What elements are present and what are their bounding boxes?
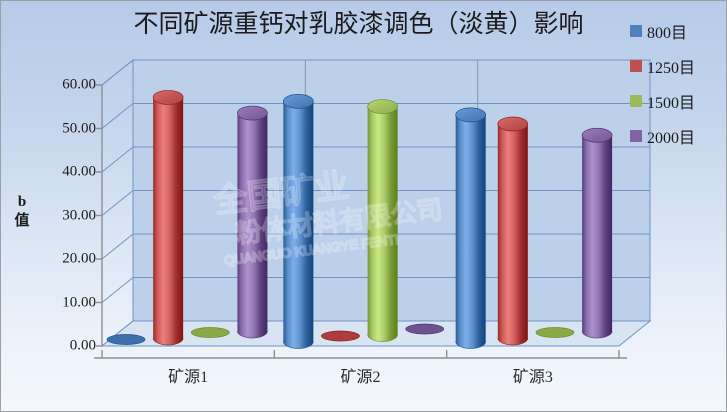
bar-bottom-arc — [581, 330, 613, 339]
bar-cylinder — [367, 99, 398, 342]
legend-item[interactable]: 800目 — [630, 13, 722, 48]
legend-label: 2000目 — [647, 129, 696, 147]
bar-bottom-arc — [455, 341, 487, 349]
side-gridline — [101, 103, 134, 129]
x-axis-labels: 矿源1 矿源2 矿源3 — [1, 363, 726, 393]
legend-item[interactable]: 2000目 — [630, 118, 722, 153]
bar-top-cap — [367, 99, 398, 114]
bar-top-cap — [497, 116, 529, 132]
bar-body — [582, 135, 613, 339]
bar-zero-disc — [106, 334, 146, 345]
bar-cylinder — [497, 116, 529, 346]
legend-item[interactable]: 1250目 — [630, 48, 722, 83]
bar-bottom-arc — [237, 330, 268, 339]
bar-top-cap — [581, 127, 613, 143]
bar-bottom-arc — [367, 334, 398, 342]
bar-top-cap — [152, 90, 184, 105]
bar-top-cap — [282, 94, 314, 109]
y-axis-title: b 值 — [9, 193, 35, 231]
legend-label: 800目 — [647, 24, 688, 42]
side-gridline — [101, 146, 134, 173]
plot-axis-lines — [94, 84, 627, 359]
legend-item[interactable]: 1500目 — [630, 83, 722, 118]
legend-swatch-icon — [630, 129, 642, 142]
legend-swatch-icon — [630, 59, 642, 72]
y-axis-title-line1: b — [17, 194, 27, 210]
bar-bottom-arc — [282, 341, 314, 349]
x-axis-label: 矿源3 — [512, 369, 553, 386]
bar-cylinder — [190, 327, 230, 338]
bar-cylinder — [152, 90, 184, 346]
plot-bars — [106, 90, 613, 349]
bar-body — [497, 123, 528, 346]
bar-zero-disc — [535, 327, 575, 338]
bar-cylinder — [535, 327, 575, 338]
chart-title: 不同矿源重钙对乳胶漆调色（淡黄）影响 — [133, 11, 584, 38]
x-axis-label: 矿源2 — [340, 369, 381, 386]
y-axis-title-line2: 值 — [14, 213, 30, 229]
y-tick-label: 10.00 — [62, 294, 96, 310]
bar-top-cap — [455, 107, 487, 123]
bar-cylinder — [106, 334, 146, 345]
y-tick-label: 0.00 — [69, 337, 96, 354]
bar-body — [367, 106, 398, 342]
side-gridline — [101, 277, 134, 303]
y-tick-label: 50.00 — [62, 120, 96, 136]
y-tick-label: 40.00 — [62, 163, 96, 180]
x-axis-label: 矿源1 — [168, 369, 209, 386]
y-tick-label: 60.00 — [62, 76, 96, 93]
bar-cylinder — [321, 330, 360, 342]
legend-label: 1500目 — [647, 94, 696, 112]
bar-body — [455, 114, 486, 349]
side-gridline — [101, 190, 134, 216]
bar-cylinder — [455, 107, 487, 349]
y-axis-ticks: 60.00 50.00 40.00 30.00 20.00 10.00 0.00 — [21, 1, 96, 411]
bar-top-cap — [237, 105, 268, 121]
bar-cylinder — [405, 323, 445, 335]
bar-zero-disc — [190, 327, 230, 338]
bar-bottom-arc — [497, 337, 529, 346]
side-gridline — [101, 233, 134, 260]
bar-body — [153, 97, 184, 346]
chart-legend: 800目 1250目 1500目 2000目 — [630, 13, 722, 153]
legend-swatch-icon — [630, 94, 642, 107]
y-tick-label: 30.00 — [62, 207, 96, 223]
bar-cylinder — [237, 105, 268, 339]
bar-cylinder — [282, 94, 314, 349]
bar-bottom-arc — [152, 337, 184, 346]
bar-body — [237, 113, 268, 338]
bar-body — [283, 101, 314, 349]
side-gridline — [101, 59, 134, 86]
legend-label: 1250目 — [647, 59, 696, 77]
bar-zero-disc — [321, 330, 360, 342]
legend-swatch-icon — [630, 24, 642, 37]
y-tick-label: 20.00 — [62, 250, 96, 267]
bar-cylinder — [581, 127, 613, 339]
bar-zero-disc — [405, 323, 445, 335]
